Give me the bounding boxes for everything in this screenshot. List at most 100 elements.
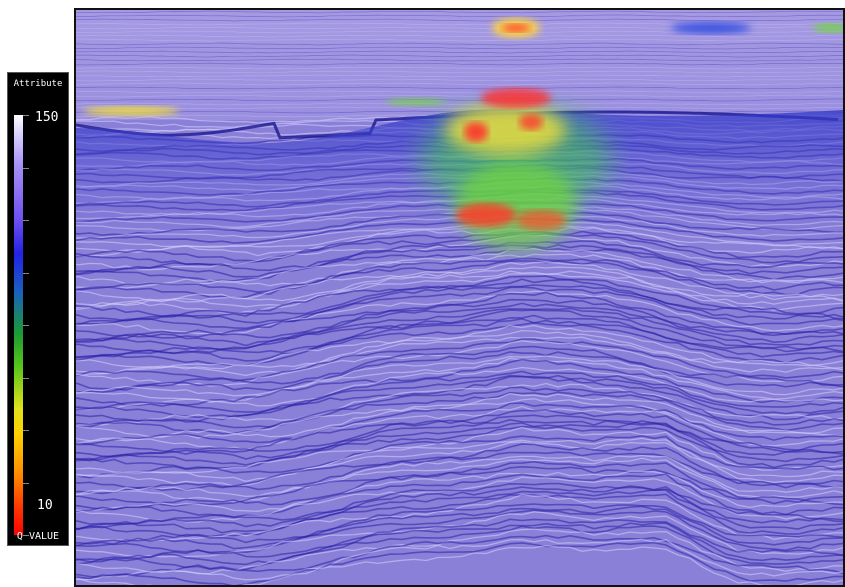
reflector-line xyxy=(76,66,843,70)
colorbar-tick xyxy=(23,220,29,221)
reflector-line xyxy=(76,18,843,22)
reflector-line xyxy=(76,298,843,343)
reflector-line xyxy=(76,505,843,550)
reflector-line xyxy=(76,522,843,566)
reflector-line xyxy=(76,62,843,66)
reflector-line xyxy=(76,286,843,330)
reflector-line xyxy=(76,54,843,58)
reflector-line xyxy=(76,391,843,435)
reflector-line xyxy=(76,270,843,311)
reflector-line xyxy=(76,329,843,375)
reflector-line xyxy=(76,534,843,579)
reflector-line xyxy=(76,257,843,293)
reflector-line xyxy=(76,454,843,498)
reflector-line xyxy=(76,443,843,492)
reflector-line xyxy=(76,278,843,322)
reflector-line xyxy=(76,275,843,319)
reflector-line xyxy=(76,336,843,377)
reflector-line xyxy=(76,273,843,315)
colorbar-min-label: 10 xyxy=(37,498,53,513)
reflector-line xyxy=(76,86,843,90)
reflector-line xyxy=(76,284,843,325)
colorbar-tick xyxy=(23,115,29,116)
reflector-line xyxy=(76,437,843,483)
reflector-line xyxy=(76,382,843,426)
colorbar-tick xyxy=(23,272,29,274)
colorbar-tick xyxy=(23,535,29,536)
colorbar-tick xyxy=(23,430,29,431)
reflector-line xyxy=(76,314,843,358)
reflector-line xyxy=(76,525,843,571)
reflector-line xyxy=(76,465,843,511)
reflector-line xyxy=(76,266,843,307)
colorbar-gradient xyxy=(14,115,23,535)
colorbar-tick xyxy=(23,377,29,379)
reflector-line xyxy=(76,102,843,106)
reflector-line xyxy=(76,351,843,394)
q-value-colorbar: Attribute 150 10 Q VALUE xyxy=(7,72,69,546)
reflector-line xyxy=(76,307,843,351)
reflector-line xyxy=(76,366,843,411)
reflector-line xyxy=(76,82,843,86)
reflector-line xyxy=(76,42,843,46)
reflector-line xyxy=(76,489,843,534)
reflector-line xyxy=(76,470,843,513)
reflector-line xyxy=(76,473,843,518)
reflector-line xyxy=(76,355,843,397)
reflector-line xyxy=(76,486,843,530)
colorbar-tick xyxy=(23,482,29,484)
colorbar-title: Attribute xyxy=(13,79,63,89)
reflector-line xyxy=(76,457,843,503)
reflector-line xyxy=(76,451,843,495)
reflector-line xyxy=(76,98,843,102)
seismic-section-view[interactable] xyxy=(74,8,845,587)
reflector-line xyxy=(76,503,843,548)
reflector-line xyxy=(76,538,843,581)
reflector-line xyxy=(76,541,843,585)
reflector-line xyxy=(76,70,843,74)
reflector-line xyxy=(76,38,843,42)
reflector-line xyxy=(76,78,843,82)
reflector-line xyxy=(76,58,843,62)
reflector-line xyxy=(76,90,843,94)
reflector-line xyxy=(76,240,843,275)
reflector-line xyxy=(76,10,843,14)
reflector-line xyxy=(76,418,843,462)
reflector-line xyxy=(76,374,843,419)
reflector-line xyxy=(76,425,843,470)
reflector-line xyxy=(76,345,843,391)
reflector-line xyxy=(76,309,843,354)
colorbar-max-label: 150 xyxy=(35,110,59,125)
q-anomalies xyxy=(83,18,843,250)
seismic-image xyxy=(76,10,843,585)
reflector-line xyxy=(76,244,843,278)
reflector-line xyxy=(76,46,843,50)
reflector-line xyxy=(76,234,843,271)
reflector-line xyxy=(76,34,843,38)
reflector-line xyxy=(76,405,843,451)
reflector-line xyxy=(76,426,843,474)
reflector-line xyxy=(76,338,843,382)
colorbar-ticks xyxy=(23,115,31,536)
colorbar-tick xyxy=(23,167,29,169)
reflector-line xyxy=(76,544,843,585)
reflector-line xyxy=(76,94,843,98)
reflector-line xyxy=(76,398,843,442)
reflector-line xyxy=(76,261,843,303)
colorbar-tick xyxy=(23,325,29,326)
reflector-line xyxy=(76,14,843,18)
reflector-line xyxy=(76,392,843,439)
reflector-line xyxy=(76,370,843,413)
reflector-line xyxy=(76,441,843,487)
colorbar-unit-label: Q VALUE xyxy=(16,531,60,542)
reflector-line xyxy=(76,253,843,289)
reflector-line xyxy=(76,402,843,445)
reflector-line xyxy=(76,245,843,282)
reflector-line xyxy=(76,414,843,458)
reflector-line xyxy=(76,434,843,479)
reflector-line xyxy=(76,290,843,335)
reflector-line xyxy=(76,260,843,299)
reflector-line xyxy=(76,422,843,466)
reflector-line xyxy=(76,106,843,110)
reflector-line xyxy=(76,317,843,362)
